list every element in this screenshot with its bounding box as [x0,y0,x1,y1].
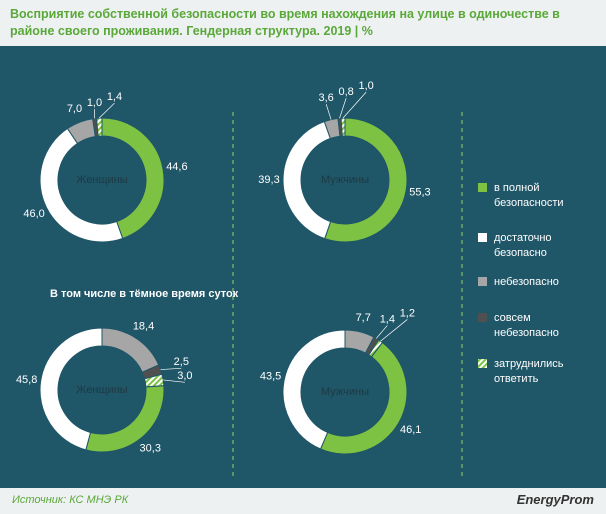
leader-line [325,104,332,120]
leader-line [342,91,367,119]
center-label: Мужчины [321,386,369,398]
data-label: 1,0 [87,97,102,109]
source: Источник: КС МНЭ РК [12,494,129,506]
legend-swatch [478,233,487,242]
data-label: 30,3 [140,443,161,455]
data-label: 1,4 [107,91,122,103]
legend-swatch [478,277,487,286]
data-label: 7,0 [67,103,82,115]
center-label: Мужчины [321,174,369,186]
legend-swatch [478,359,487,368]
leader-line [380,319,408,342]
title: Восприятие собственной безопасности во в… [10,7,560,38]
leader-line [375,325,388,339]
data-label: 45,8 [16,374,37,386]
slice [340,117,346,137]
slice [324,117,408,243]
leader-line [339,98,347,119]
leader-line [163,379,185,383]
center-label: Женщины [76,174,127,186]
slice [39,327,103,451]
leader-line [160,367,182,370]
legend-swatch [478,313,487,322]
data-label: 1,2 [400,307,415,319]
legend-label: затруднились ответить [494,358,564,385]
chart: В том числе в тёмное время суток 44,6 46,… [0,46,606,488]
slice [96,117,103,137]
data-label: 3,0 [177,370,192,382]
section-label: В том числе в тёмное время суток [50,288,239,300]
data-label: 7,7 [356,312,371,324]
data-label: 46,1 [400,424,421,436]
legend-label: небезопасно [494,276,559,288]
data-label: 43,5 [260,371,281,383]
legend-label: совсем небезопасно [494,312,559,339]
data-label: 44,6 [166,161,187,173]
data-label: 3,6 [319,92,334,104]
logo: EnergyProm [516,492,594,507]
data-label: 2,5 [174,356,189,368]
slice [282,329,346,450]
data-label: 1,0 [359,80,374,92]
leader-line [99,102,115,119]
legend-swatch [478,183,487,192]
legend-label: в полной безопасности [494,182,564,209]
data-label: 46,0 [23,208,44,220]
data-label: 39,3 [258,174,279,186]
data-label: 0,8 [339,86,354,98]
data-label: 18,4 [133,320,154,332]
data-label: 1,4 [380,313,395,325]
legend-label: достаточно безопасно [494,232,552,259]
center-label: Женщины [76,384,127,396]
data-label: 55,3 [409,187,430,199]
